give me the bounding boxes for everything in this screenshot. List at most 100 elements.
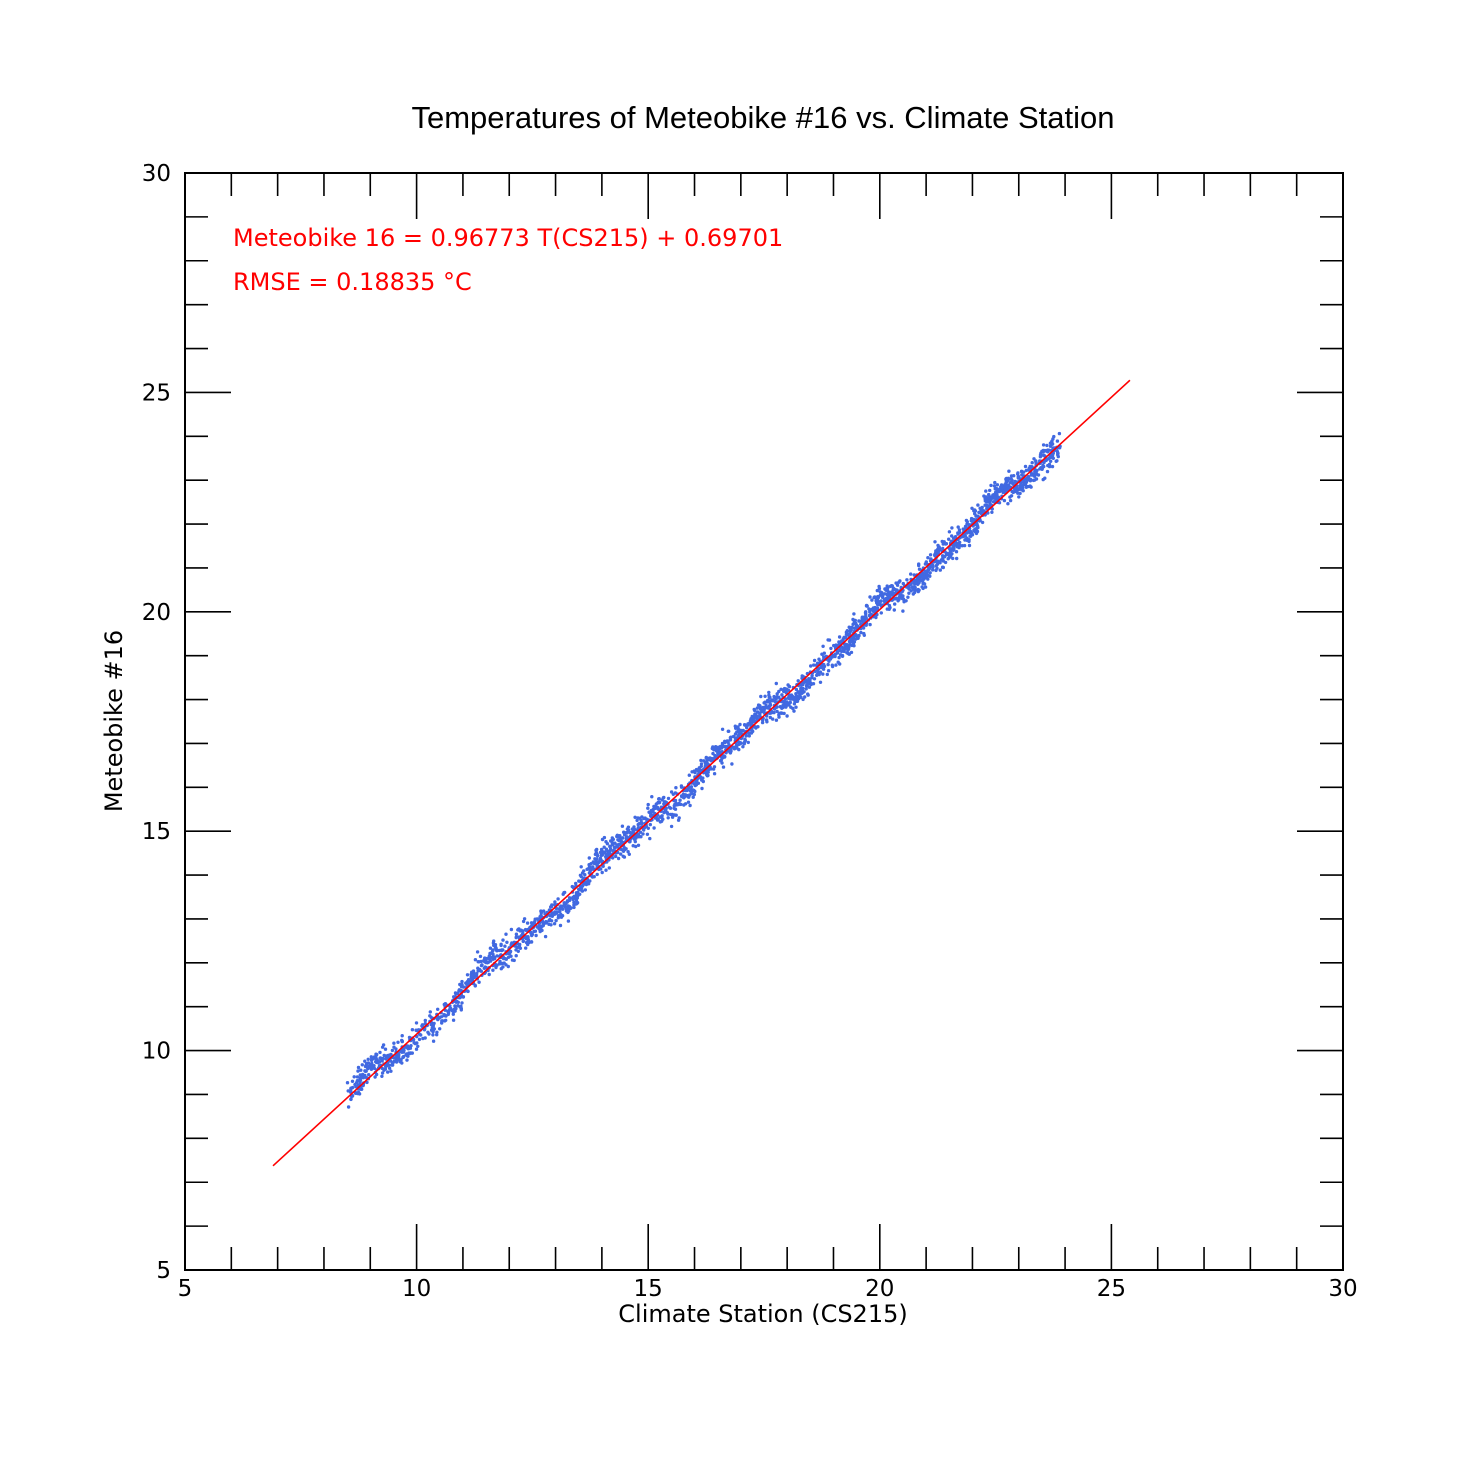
scatter-point [1039, 453, 1043, 457]
scatter-point [800, 674, 804, 678]
scatter-point [989, 483, 993, 488]
scatter-point [539, 913, 543, 918]
scatter-point [624, 835, 629, 839]
scatter-point [1015, 490, 1019, 494]
scatter-point [645, 832, 650, 836]
scatter-point [736, 727, 741, 731]
scatter-point [779, 711, 783, 715]
scatter-point [487, 972, 491, 977]
scatter-point [741, 745, 745, 749]
scatter-point [512, 958, 516, 963]
scatter-point [378, 1056, 382, 1061]
scatter-point [673, 807, 678, 811]
scatter-point [586, 867, 590, 871]
scatter-point [549, 923, 553, 927]
scatter-point [771, 699, 775, 703]
scatter-point [505, 940, 509, 944]
scatter-point [493, 943, 498, 947]
scatter-point [421, 1036, 425, 1041]
scatter-point [581, 883, 585, 887]
scatter-point [721, 765, 726, 769]
scatter-point [723, 740, 727, 745]
scatter-point [400, 1034, 404, 1038]
scatter-point [388, 1059, 393, 1063]
scatter-point [356, 1065, 361, 1070]
scatter-point [922, 582, 927, 586]
scatter-point [538, 929, 542, 934]
scatter-point [443, 1003, 447, 1007]
scatter-point [849, 628, 853, 632]
scatter-point [668, 806, 673, 810]
scatter-point [909, 572, 913, 576]
scatter-point [789, 705, 793, 709]
scatter-point [479, 959, 483, 964]
scatter-point [841, 648, 845, 652]
scatter-point [764, 703, 768, 708]
scatter-point [755, 706, 759, 710]
scatter-point [700, 786, 704, 791]
scatter-point [832, 654, 836, 658]
scatter-point [967, 543, 972, 548]
scatter-point [964, 518, 969, 523]
scatter-point [656, 801, 660, 805]
scatter-point [544, 920, 548, 924]
scatter-point [488, 946, 493, 950]
scatter-point [346, 1089, 350, 1093]
scatter-point [368, 1062, 372, 1067]
scatter-point [999, 485, 1003, 489]
scatter-point [976, 503, 980, 507]
scatter-point [673, 798, 678, 803]
scatter-point [806, 692, 810, 696]
scatter-point [938, 568, 942, 572]
scatter-point [542, 909, 546, 913]
scatter-point [1036, 473, 1041, 477]
scatter-point [602, 851, 606, 855]
scatter-point [733, 724, 737, 728]
scatter-point [787, 684, 792, 689]
scatter-point [1013, 479, 1017, 484]
scatter-point [508, 949, 513, 954]
scatter-point [602, 845, 606, 849]
scatter-point [1028, 479, 1033, 483]
scatter-point [767, 690, 771, 695]
scatter-point [387, 1066, 392, 1070]
scatter-point [580, 889, 584, 893]
scatter-point [574, 898, 579, 903]
scatter-point [392, 1041, 396, 1045]
scatter-point [867, 607, 871, 611]
scatter-point [699, 762, 704, 766]
scatter-point [758, 707, 763, 711]
scatter-point [720, 727, 725, 731]
scatter-point [1041, 443, 1046, 447]
scatter-point [901, 609, 905, 613]
scatter-point [614, 854, 618, 859]
scatter-point [509, 927, 514, 932]
scatter-point [967, 539, 971, 544]
scatter-point [1016, 471, 1020, 475]
scatter-point [526, 935, 530, 939]
scatter-point [428, 1014, 432, 1018]
scatter-point [458, 982, 462, 987]
scatter-point [618, 834, 622, 838]
scatter-point [688, 803, 692, 808]
x-tick-labels: 5 10 15 20 25 30 [178, 1276, 1358, 1302]
scatter-point [915, 578, 919, 582]
scatter-point [693, 770, 697, 775]
scatter-point [742, 723, 747, 727]
scatter-point [699, 758, 703, 763]
scatter-point [499, 942, 503, 946]
scatter-point [690, 770, 694, 774]
scatter-point [410, 1028, 415, 1032]
scatter-point [387, 1063, 391, 1067]
scatter-point [800, 691, 804, 695]
scatter-point [738, 722, 742, 727]
scatter-point [635, 834, 640, 838]
scatter-point [615, 845, 620, 849]
scatter-point [775, 692, 779, 696]
scatter-point [780, 693, 784, 697]
scatter-point [781, 703, 785, 707]
scatter-point [860, 617, 865, 621]
scatter-point [970, 506, 974, 510]
scatter-point [893, 602, 897, 606]
scatter-point [917, 563, 921, 568]
